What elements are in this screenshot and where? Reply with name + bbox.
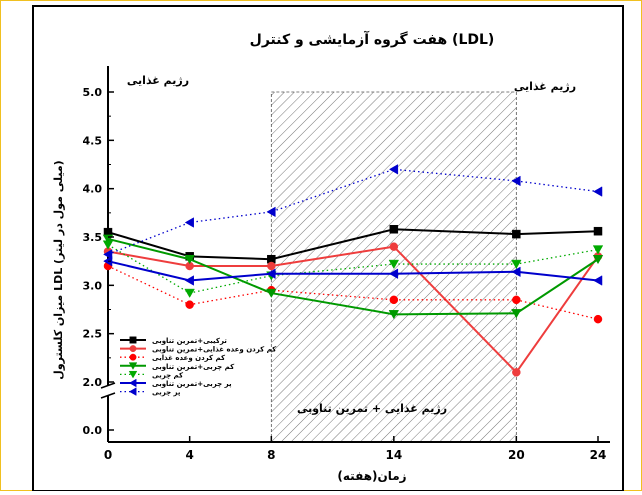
legend-entry: کم چربی+تمرین تناوبی: [120, 362, 235, 371]
series-layer: [102, 164, 604, 377]
legend-swatch-marker: [128, 362, 138, 370]
y-tick-label: 3.5: [83, 231, 103, 244]
x-tick-label: 14: [385, 448, 402, 462]
data-point: [593, 186, 603, 197]
data-point: [389, 295, 399, 305]
x-tick-label: 20: [508, 448, 525, 462]
series-line: [107, 237, 599, 316]
y-tick-label: 4.0: [83, 183, 103, 196]
legend-entry: پر چربی+تمرین تناوبی: [120, 378, 232, 388]
series-line: [107, 168, 599, 256]
legend-label: پر چربی+تمرین تناوبی: [152, 380, 232, 388]
legend-label: کم کردن وعده غذایی: [152, 354, 226, 362]
shaded-region-label: رژیم غذایی + تمرین تناوبی: [297, 402, 447, 415]
data-point: [593, 226, 603, 236]
data-point: [511, 259, 522, 269]
data-point: [184, 254, 195, 265]
data-point: [266, 206, 276, 218]
series-5: [102, 240, 604, 298]
data-point: [592, 245, 604, 255]
data-point: [512, 295, 521, 305]
data-point: [592, 254, 604, 265]
tick-labels: 0 4 8 14 20 24 0.0 2.0 2.5 3.0 3.5 4.0 4.5 5.0: [83, 86, 607, 462]
legend-label: پر چربی: [152, 389, 181, 397]
legend-label: کم چربی: [152, 371, 184, 379]
y-tick-label: 2.0: [83, 376, 103, 389]
legend-entry: کم کردن وعده غذایی: [120, 353, 226, 362]
legend-entry: پر چربی: [120, 387, 181, 397]
data-point: [593, 314, 603, 324]
y-tick-label: 2.5: [83, 328, 103, 341]
data-point: [389, 242, 399, 251]
legend-swatch-marker: [128, 370, 138, 379]
legend-swatch-marker: [129, 345, 137, 353]
series-7: [103, 164, 603, 260]
data-point: [266, 268, 276, 279]
legend-entry: ترکیبی+تمرین تناوبی: [120, 336, 227, 345]
data-point: [388, 310, 400, 320]
legend-swatch-marker: [128, 378, 137, 388]
x-tick-label: 0: [104, 448, 112, 462]
legend-entry: کم چربی: [120, 370, 184, 379]
axis-break-mark: [100, 382, 116, 389]
y-tick-label: 5.0: [83, 86, 103, 99]
y-tick-label: 0.0: [83, 424, 103, 437]
legend-swatch-marker: [129, 336, 137, 344]
y-tick-label: 3.0: [83, 279, 103, 292]
series-line: [107, 245, 599, 374]
legend-swatch-marker: [129, 353, 137, 361]
data-point: [102, 240, 114, 250]
x-tick-label: 8: [267, 448, 275, 462]
x-tick-label: 24: [590, 448, 607, 462]
data-point: [388, 268, 399, 279]
data-point: [389, 225, 399, 234]
data-point: [511, 266, 521, 278]
data-point: [267, 261, 276, 271]
data-point: [185, 300, 194, 309]
axes: [100, 66, 610, 443]
annotation-right: رژیم غذایی: [514, 80, 576, 93]
series-line: [107, 228, 599, 261]
series-line: [107, 265, 599, 320]
data-point: [184, 288, 195, 298]
data-point: [388, 259, 400, 269]
series-line: [107, 260, 599, 282]
data-point: [593, 275, 603, 286]
y-tick-label: 4.5: [83, 134, 103, 147]
x-axis-label: زمان(هفته): [337, 469, 406, 483]
legend-label: کم چربی+تمرین تناوبی: [152, 363, 235, 371]
data-point: [511, 175, 521, 187]
legend-label: ترکیبی+تمرین تناوبی: [152, 337, 227, 345]
data-point: [184, 217, 194, 228]
data-point: [103, 249, 113, 260]
legend-label: کم کردن وعده غذایی+تمرین تناوبی: [152, 346, 277, 354]
series-6: [103, 255, 603, 286]
data-point: [512, 368, 521, 377]
series-4: [102, 234, 604, 320]
data-point: [512, 229, 521, 239]
chart-title: هفت گروه آزمایشی و کنترل (LDL): [250, 30, 495, 48]
y-axis-label: میزان کلسترول LDL (میلی مول در لیتر): [52, 160, 65, 379]
data-point: [388, 164, 399, 175]
series-line: [107, 244, 599, 294]
data-point: [511, 309, 522, 319]
data-point: [266, 288, 277, 298]
data-point: [103, 255, 113, 267]
data-point: [184, 275, 194, 286]
axis-break-mark: [100, 392, 116, 399]
x-tick-label: 4: [185, 448, 193, 462]
legend-entry: کم کردن وعده غذایی+تمرین تناوبی: [120, 345, 277, 354]
legend-swatch-marker: [128, 387, 137, 396]
annotation-left: رژیم غذایی: [127, 74, 189, 87]
